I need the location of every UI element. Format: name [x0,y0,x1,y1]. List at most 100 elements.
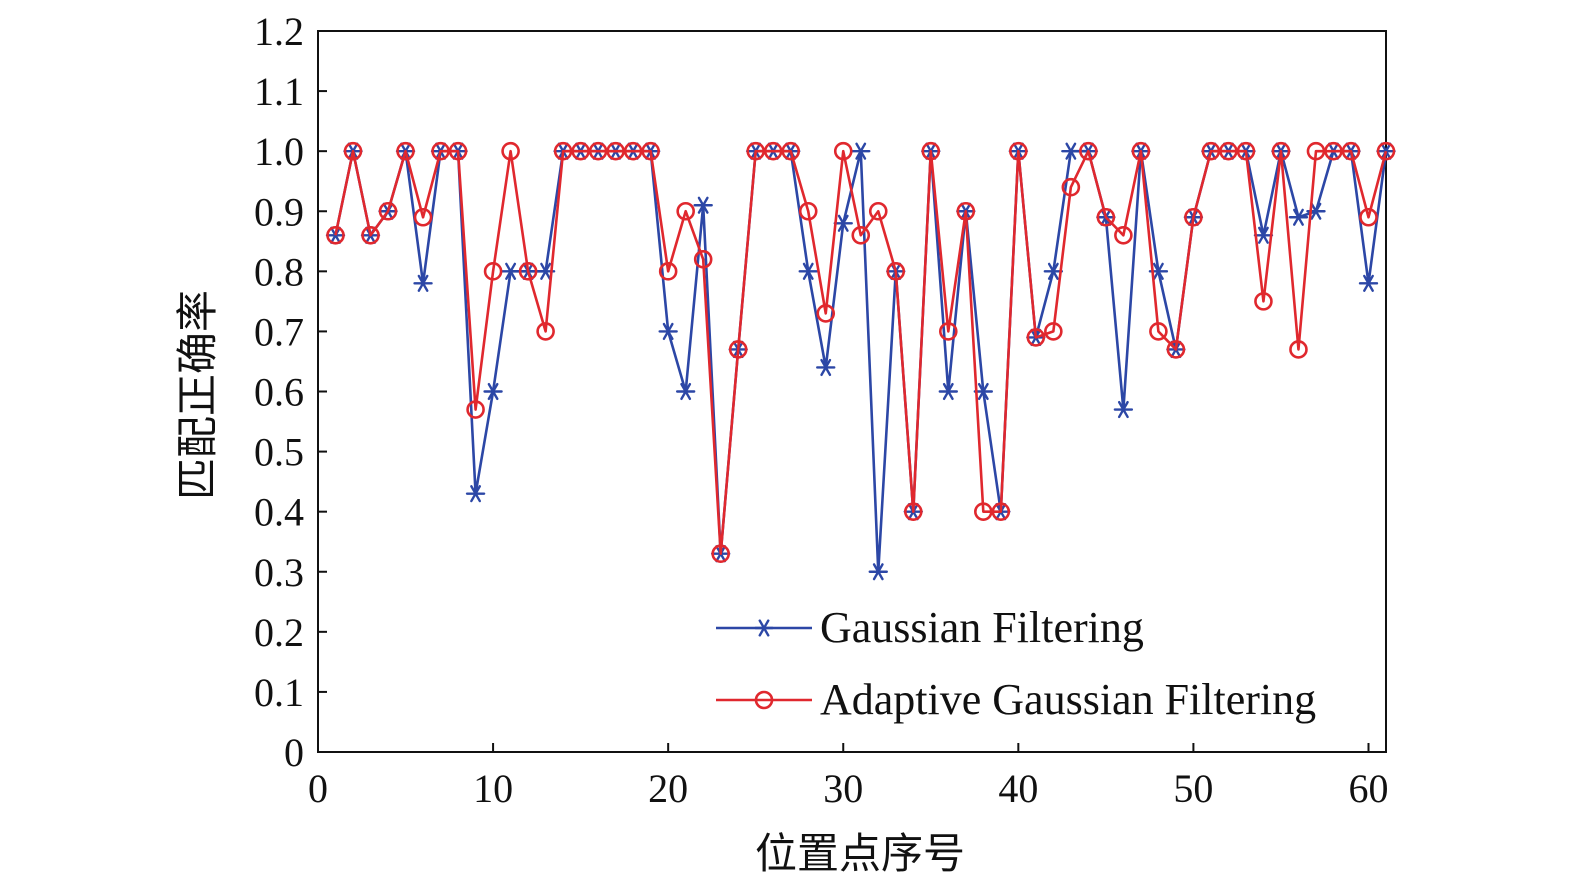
data-point [754,690,774,710]
data-point [1289,340,1308,359]
series-line [334,149,1388,574]
data-point [378,201,398,221]
data-point [396,141,415,161]
data-point [781,141,801,161]
data-point [483,262,503,281]
data-point [536,322,555,341]
data-point [553,141,573,161]
data-point [728,340,748,359]
data-point [658,262,678,281]
data-point [1306,141,1326,161]
data-point [868,201,888,221]
axis-ticks: 0 0.1 0.2 0.3 0.4 0.5 0.6 0.7 0.8 0.9 1.0 1.1 1.2 0 10… [254,9,1388,811]
data-point [798,201,818,221]
x-tick-label: 40 [998,766,1038,811]
series-2 [326,141,1396,564]
x-tick-label: 20 [648,766,688,811]
data-point [1236,141,1256,161]
data-point [361,225,380,245]
data-point [1376,141,1396,161]
data-point [1184,207,1203,227]
data-point [466,400,485,419]
data-point [938,382,958,401]
y-tick-label: 0 [284,730,304,775]
data-point [675,382,696,401]
legend-entry: Adaptive Gaussian Filtering [716,675,1316,724]
data-point [1131,141,1151,161]
data-point [1219,141,1238,161]
data-point [326,225,345,245]
data-point [868,563,888,581]
data-point [693,250,713,269]
data-point [921,141,941,161]
data-point [816,304,836,323]
data-point [483,382,503,401]
data-point [501,141,520,161]
data-point [1043,262,1064,280]
y-axis-title: 匹配正确率 [173,290,222,500]
y-tick-label: 0.3 [254,550,304,595]
data-point [1358,274,1379,292]
data-point [991,502,1011,521]
y-tick-label: 0.1 [254,670,304,715]
x-tick-label: 0 [308,766,328,811]
data-point [973,382,994,401]
data-point [413,207,433,227]
data-point [413,274,433,292]
data-point [833,141,853,161]
data-point [606,141,625,161]
data-point [938,322,958,341]
data-point [431,141,450,161]
data-point [851,225,871,245]
data-point [1288,208,1309,226]
y-tick-label: 1.2 [254,9,304,54]
y-tick-label: 1.1 [254,69,304,114]
y-tick-label: 0.6 [254,370,304,415]
data-point [1096,207,1116,227]
legend-label: Adaptive Gaussian Filtering [820,675,1316,724]
data-point [571,141,590,161]
data-point [1324,141,1343,161]
data-point [1061,177,1081,197]
y-tick-label: 0.7 [254,309,304,354]
data-point [623,141,643,161]
series-layer [325,141,1396,581]
data-point [1149,322,1168,341]
legend: Gaussian Filtering Adaptive Gaussian Filt… [716,603,1316,724]
data-point [1079,141,1098,161]
data-point [676,201,695,221]
data-point [1201,141,1221,161]
data-point [343,141,363,161]
data-point [693,196,713,214]
data-point [956,201,976,221]
x-tick-label: 60 [1348,766,1388,811]
data-point [1044,322,1063,341]
data-point [903,502,923,521]
data-point [500,262,521,280]
data-point [1009,141,1028,161]
data-point [1271,141,1291,161]
data-point [754,619,774,637]
data-point [658,322,678,341]
data-point [518,262,538,281]
x-tick-label: 30 [823,766,863,811]
data-point [1253,226,1274,244]
data-point [448,141,468,161]
x-tick-label: 10 [473,766,513,811]
data-point [465,485,486,503]
legend-label: Gaussian Filtering [820,603,1144,652]
x-axis-title: 位置点序号 [755,829,965,878]
data-point [1061,142,1081,160]
series-1 [325,142,1396,581]
data-point [1026,328,1046,347]
y-tick-label: 0.9 [254,189,304,234]
series-line [334,149,1388,556]
data-point [974,502,993,521]
data-point [641,141,660,161]
data-point [711,544,730,564]
data-point [1114,225,1133,245]
data-point [1166,340,1186,359]
data-point [851,142,871,160]
data-point [1254,292,1273,311]
